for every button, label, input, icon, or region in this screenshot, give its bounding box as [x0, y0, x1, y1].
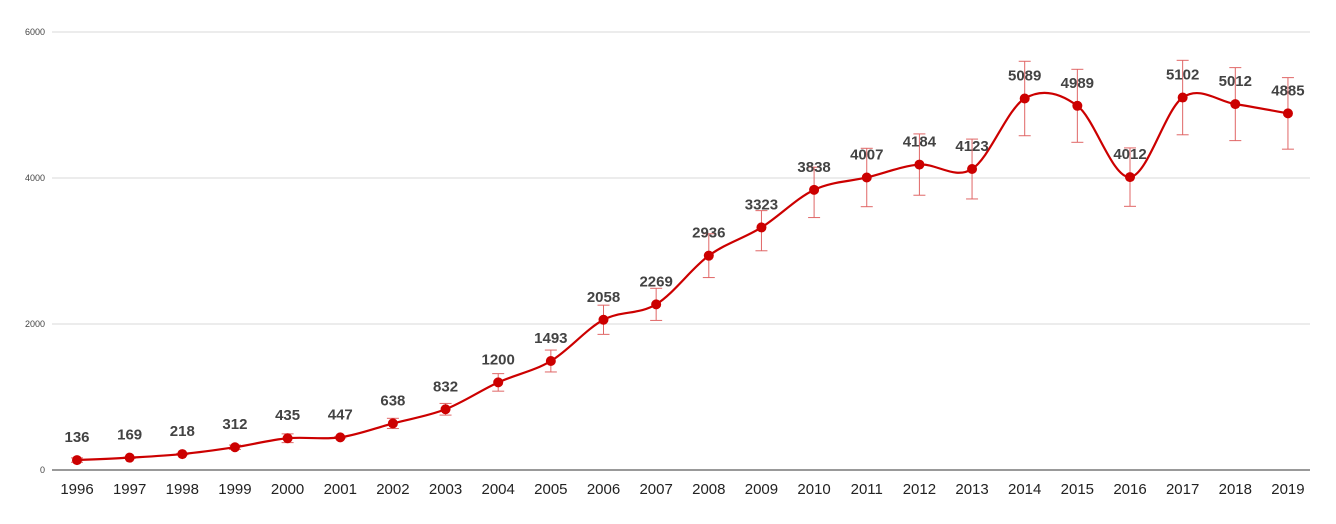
data-point: [1177, 92, 1188, 103]
series-line-group: [76, 91, 1289, 462]
data-label: 312: [222, 416, 247, 433]
data-point: [124, 452, 135, 463]
data-label: 2058: [587, 289, 620, 306]
data-label: 5102: [1166, 67, 1199, 84]
data-point: [1282, 108, 1293, 119]
data-point: [440, 404, 451, 415]
x-tick-label: 2017: [1166, 481, 1199, 498]
data-label: 4007: [850, 146, 883, 163]
x-tick-label: 2019: [1271, 481, 1304, 498]
data-point: [651, 299, 662, 310]
data-label: 3838: [797, 159, 830, 176]
x-tick-label: 2013: [955, 481, 988, 498]
data-label: 169: [117, 427, 142, 444]
x-tick-label: 2012: [903, 481, 936, 498]
data-label: 2936: [692, 225, 725, 242]
data-points: [72, 92, 1293, 466]
data-point: [1125, 172, 1135, 183]
x-tick-label: 2018: [1219, 481, 1252, 498]
data-point: [967, 164, 978, 175]
x-tick-label: 2007: [639, 481, 672, 498]
x-tick-label: 2008: [692, 481, 725, 498]
data-label: 4989: [1061, 75, 1094, 92]
x-tick-label: 2002: [376, 481, 409, 498]
y-axis-ticks: 0 2000 4000 6000: [25, 27, 45, 475]
x-tick-label: 2004: [482, 481, 515, 498]
data-label: 3323: [745, 196, 778, 213]
data-point: [598, 314, 609, 325]
x-tick-label: 2000: [271, 481, 304, 498]
x-tick-label: 2010: [797, 481, 830, 498]
gridlines: [52, 31, 1310, 471]
x-axis-ticks: 1996 1997 1998 1999 2000 2001 2002 2003 2004 2005…: [60, 481, 1304, 498]
x-tick-label: 2003: [429, 481, 462, 498]
data-point: [1072, 100, 1083, 111]
data-point: [545, 356, 556, 367]
data-label: 218: [170, 423, 195, 440]
data-label: 435: [275, 407, 300, 424]
x-tick-label: 1997: [113, 481, 146, 498]
data-label: 1493: [534, 330, 567, 347]
data-label: 4184: [903, 134, 937, 151]
data-point: [1230, 99, 1241, 110]
data-label: 1200: [482, 351, 515, 368]
data-label: 447: [328, 406, 353, 423]
data-label: 4012: [1113, 146, 1146, 163]
data-point: [493, 377, 504, 388]
y-tick-label: 4000: [25, 173, 45, 183]
data-label: 4123: [955, 138, 988, 155]
data-point: [809, 184, 820, 195]
data-point: [229, 442, 240, 453]
data-point: [703, 250, 714, 261]
data-label: 4885: [1271, 82, 1304, 99]
x-tick-label: 2001: [324, 481, 357, 498]
data-point: [72, 455, 82, 466]
y-tick-label: 6000: [25, 27, 45, 37]
x-tick-label: 2009: [745, 481, 778, 498]
x-tick-label: 1996: [60, 481, 93, 498]
data-labels: 136 169 218 312 435 447 638 832 1200 1493 2058 2269…: [64, 67, 1304, 447]
data-label: 5089: [1008, 68, 1041, 85]
x-tick-label: 2011: [851, 481, 883, 498]
data-label: 5012: [1219, 73, 1252, 90]
x-tick-label: 2016: [1113, 481, 1146, 498]
data-point: [914, 159, 925, 170]
y-tick-label: 2000: [25, 319, 45, 329]
data-point: [282, 433, 293, 444]
data-point: [335, 432, 346, 443]
x-tick-label: 2014: [1008, 481, 1041, 498]
x-tick-label: 2005: [534, 481, 567, 498]
data-label: 832: [433, 378, 458, 395]
data-point: [756, 222, 767, 233]
data-point: [861, 172, 872, 183]
data-point: [387, 418, 398, 429]
y-tick-label: 0: [40, 465, 45, 475]
error-bars: [71, 59, 1294, 463]
x-tick-label: 2006: [587, 481, 620, 498]
data-label: 2269: [639, 273, 672, 290]
data-point: [1019, 93, 1030, 104]
data-point: [177, 449, 188, 460]
x-tick-label: 2015: [1061, 481, 1094, 498]
x-tick-label: 1999: [218, 481, 251, 498]
data-label: 638: [380, 392, 405, 409]
series-line: [76, 91, 1289, 462]
data-label: 136: [64, 429, 89, 446]
x-tick-label: 1998: [166, 481, 199, 498]
